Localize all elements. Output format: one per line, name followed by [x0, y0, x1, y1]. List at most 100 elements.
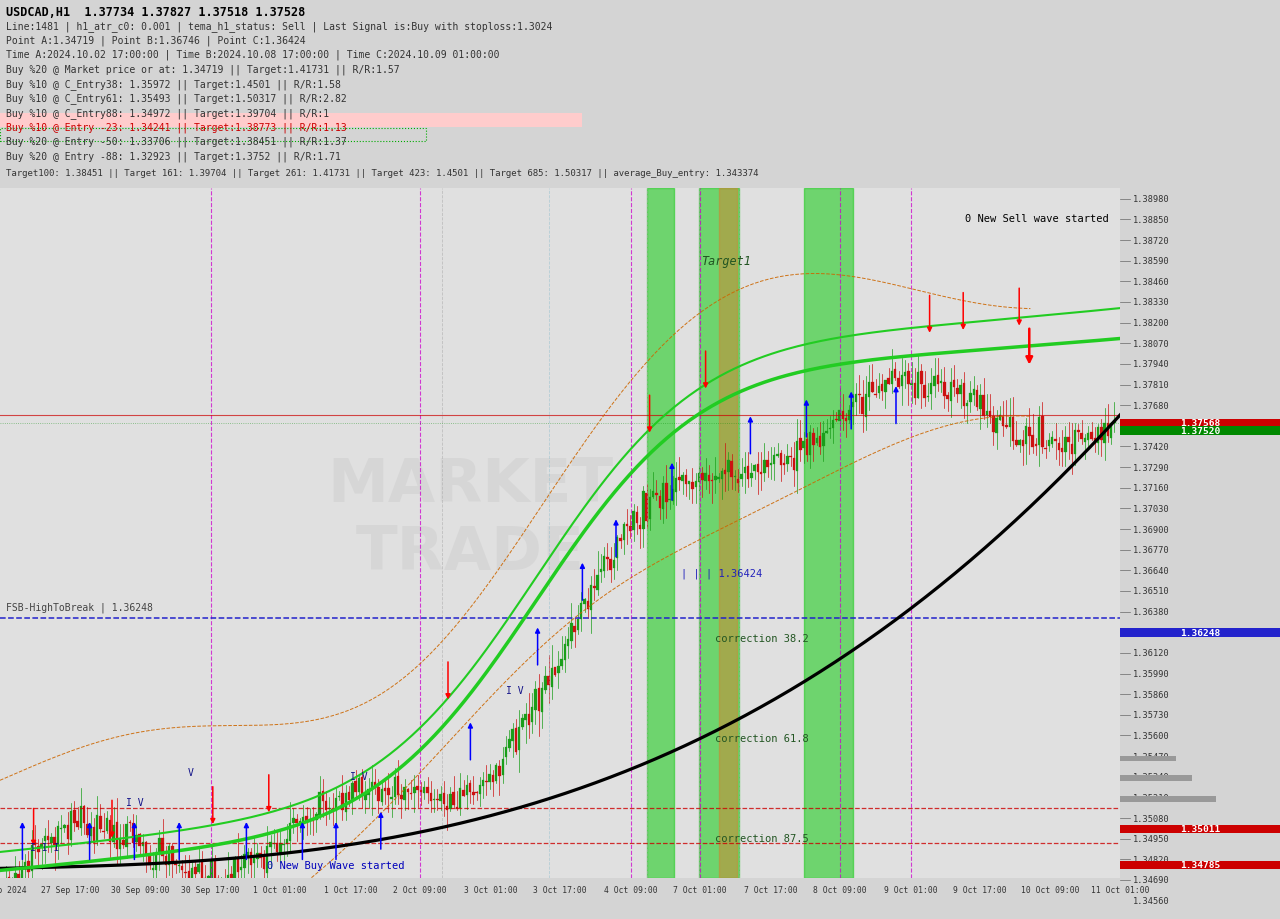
Bar [1005, 425, 1007, 428]
Bar [996, 419, 998, 434]
Bar [1041, 416, 1043, 448]
Bar [4, 879, 6, 881]
Bar [548, 675, 550, 686]
Bar [884, 380, 887, 392]
Text: 1.35080: 1.35080 [1133, 813, 1170, 823]
Bar [855, 394, 858, 403]
Bar [937, 376, 940, 385]
Bar [815, 438, 818, 444]
Bar [515, 728, 517, 752]
Bar [422, 787, 425, 793]
Bar [142, 842, 145, 846]
Bar [361, 777, 364, 796]
Bar [639, 525, 641, 530]
Bar [803, 442, 805, 448]
Text: 1.34820: 1.34820 [1133, 855, 1170, 864]
Bar [73, 811, 76, 823]
Bar [387, 788, 389, 795]
Bar [687, 482, 690, 484]
Bar [1120, 825, 1280, 834]
Bar [0, 114, 582, 128]
Bar [371, 782, 374, 790]
Bar [804, 188, 854, 878]
Bar [648, 188, 675, 878]
Text: 27 Sep 2024: 27 Sep 2024 [0, 885, 27, 893]
Text: 1.35011: 1.35011 [1180, 824, 1220, 834]
Bar [780, 453, 782, 465]
Bar [861, 397, 864, 414]
Bar [298, 821, 301, 823]
Bar [348, 792, 351, 800]
Text: 1 Oct 17:00: 1 Oct 17:00 [324, 885, 378, 893]
Bar [897, 379, 900, 388]
Bar [973, 390, 975, 395]
Bar [92, 826, 95, 843]
Bar [858, 394, 860, 395]
Bar [1044, 448, 1047, 449]
Text: 1.34560: 1.34560 [1133, 896, 1170, 905]
Bar [498, 766, 500, 777]
Bar [851, 403, 854, 407]
Text: 1.37420: 1.37420 [1133, 442, 1170, 451]
Bar [1100, 427, 1102, 440]
Bar [67, 825, 69, 839]
Bar [384, 789, 387, 790]
Bar [809, 432, 812, 455]
Text: 0 New Buy Wave started: 0 New Buy Wave started [268, 860, 404, 870]
Bar [1048, 441, 1050, 447]
Bar [1120, 629, 1280, 637]
Bar [504, 747, 507, 757]
Bar [756, 465, 759, 472]
Text: V: V [187, 766, 193, 777]
Bar [672, 490, 675, 502]
Bar [550, 668, 553, 687]
Text: Line:1481 | h1_atr_c0: 0.001 | tema_h1_status: Sell | Last Signal is:Buy with st: Line:1481 | h1_atr_c0: 0.001 | tema_h1_s… [5, 21, 552, 32]
Bar [563, 644, 566, 661]
Bar [328, 808, 330, 810]
Bar [724, 471, 727, 474]
Bar [628, 526, 631, 531]
Bar [393, 777, 396, 798]
Bar [109, 821, 111, 843]
Bar [148, 857, 151, 865]
Bar [420, 790, 422, 792]
Bar [180, 866, 183, 870]
Bar [401, 795, 403, 800]
Bar [416, 786, 419, 790]
Text: 1.36900: 1.36900 [1133, 525, 1170, 534]
Bar [195, 868, 197, 874]
Text: 1.37810: 1.37810 [1133, 380, 1170, 390]
Text: Buy %10 @ Entry -23: 1.34241 || Target:1.38773 || R/R:1.13: Buy %10 @ Entry -23: 1.34241 || Target:1… [5, 122, 347, 132]
Text: 3 Oct 01:00: 3 Oct 01:00 [463, 885, 517, 893]
Bar [174, 861, 177, 865]
Bar [969, 394, 972, 403]
Text: Point A:1.34719 | Point B:1.36746 | Point C:1.36424: Point A:1.34719 | Point B:1.36746 | Poin… [5, 35, 305, 46]
Bar [468, 783, 471, 791]
Bar [102, 831, 105, 833]
Bar [838, 410, 841, 422]
Text: Buy %10 @ C_Entry38: 1.35972 || Target:1.4501 || R/R:1.58: Buy %10 @ C_Entry38: 1.35972 || Target:1… [5, 79, 340, 90]
Bar [489, 775, 492, 782]
Bar [292, 818, 294, 823]
Bar [430, 793, 433, 800]
Bar [1064, 437, 1066, 452]
Bar [731, 462, 733, 477]
Bar [165, 856, 168, 865]
Bar [540, 688, 543, 712]
Bar [746, 467, 749, 480]
Text: 1.36248: 1.36248 [1180, 629, 1220, 638]
Bar [655, 494, 658, 495]
Bar [70, 811, 72, 840]
Bar [125, 824, 128, 847]
Bar [1080, 434, 1083, 440]
Bar [1110, 424, 1112, 438]
Bar [881, 384, 883, 391]
Bar [41, 845, 42, 847]
Bar [214, 860, 216, 879]
Bar [230, 874, 233, 882]
Text: FSB-HighToBreak | 1.36248: FSB-HighToBreak | 1.36248 [5, 602, 152, 612]
Bar [273, 843, 275, 844]
Bar [60, 828, 63, 830]
Text: Target1: Target1 [701, 255, 750, 268]
Bar [338, 796, 340, 797]
